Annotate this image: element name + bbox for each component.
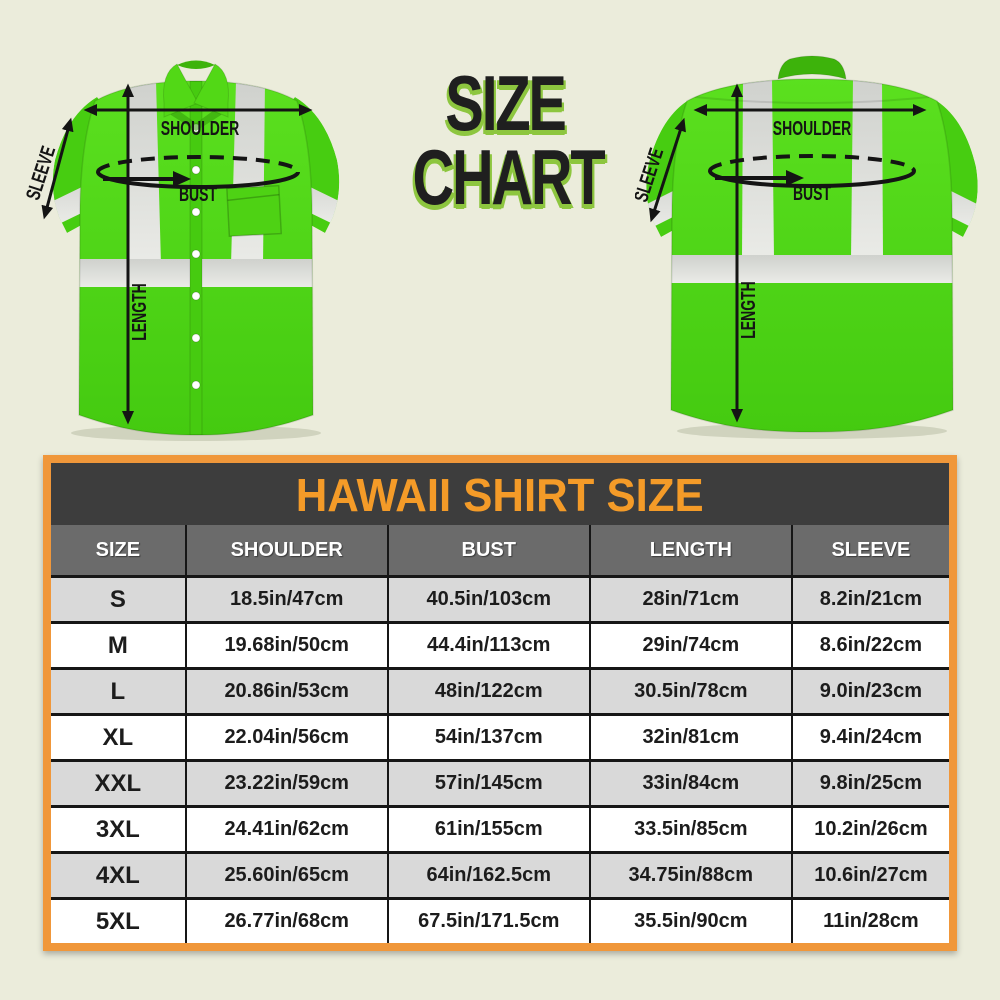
measure-cell: 8.6in/22cm (790, 621, 949, 669)
table-title: HAWAII SHIRT SIZE (51, 463, 949, 525)
size-cell: 3XL (51, 805, 186, 853)
back-body-outline (670, 78, 954, 433)
measure-cell: 10.6in/27cm (790, 851, 949, 899)
measure-cell: 11in/28cm (790, 897, 949, 943)
measure-cell: 26.77in/68cm (184, 897, 388, 943)
measure-cell: 33.5in/85cm (588, 805, 792, 853)
front-body-outline (78, 80, 314, 436)
measure-cell: 32in/81cm (588, 713, 792, 761)
measure-cell: 10.2in/26cm (790, 805, 949, 853)
shoulder-label: SHOULDER (161, 116, 240, 139)
sleeve-arrow (649, 117, 686, 223)
size-cell: L (51, 667, 186, 715)
col-header-length: LENGTH (588, 525, 792, 577)
measure-cell: 19.68in/50cm (184, 621, 388, 669)
col-header-bust: BUST (386, 525, 590, 577)
measure-cell: 54in/137cm (386, 713, 590, 761)
table-row: 4XL 25.60in/65cm 64in/162.5cm 34.75in/88cm 1… (51, 851, 949, 899)
bust-ellipse-dashed (708, 154, 916, 172)
measure-cell: 48in/122cm (386, 667, 590, 715)
length-label: LENGTH (127, 283, 150, 341)
back-yoke-seam (694, 96, 930, 104)
measure-cell: 61in/155cm (386, 805, 590, 853)
table-row: 5XL 26.77in/68cm 67.5in/171.5cm 35.5in/90cm… (51, 897, 949, 943)
back-collar (777, 55, 847, 80)
size-table: SIZE SHOULDER BUST LENGTH SLEEVE S 18.5in… (51, 525, 949, 943)
back-shirt-body (671, 79, 953, 432)
svg-text:SHOULDER: SHOULDER (773, 116, 852, 139)
col-header-size: SIZE (51, 525, 186, 577)
size-table-body: S 18.5in/47cm 40.5in/103cm 28in/71cm 8.2in/2… (51, 575, 949, 943)
header-row: SIZE SHOULDER BUST LENGTH SLEEVE (51, 525, 949, 577)
size-cell: XXL (51, 759, 186, 807)
page-title-line1: SIZE (445, 59, 567, 147)
col-header-shoulder: SHOULDER (184, 525, 388, 577)
back-reflective-stripes (671, 79, 953, 283)
back-annotations (649, 83, 927, 423)
size-cell: S (51, 575, 186, 623)
front-annotations (41, 83, 313, 425)
table-row: XXL 23.22in/59cm 57in/145cm 33in/84cm 9.8in/… (51, 759, 949, 807)
svg-text:LENGTH: LENGTH (736, 281, 759, 339)
measure-cell: 29in/74cm (588, 621, 792, 669)
measure-cell: 35.5in/90cm (588, 897, 792, 943)
measure-cell: 57in/145cm (386, 759, 590, 807)
col-header-sleeve: SLEEVE (790, 525, 949, 577)
table-row: L 20.86in/53cm 48in/122cm 30.5in/78cm 9.0in/… (51, 667, 949, 715)
page-title-line2: CHART (412, 133, 606, 222)
shoulder-label: SHOULDER (773, 116, 852, 139)
measure-cell: 30.5in/78cm (588, 667, 792, 715)
measure-cell: 64in/162.5cm (386, 851, 590, 899)
measure-cell: 18.5in/47cm (184, 575, 388, 623)
measure-cell: 34.75in/88cm (588, 851, 792, 899)
measure-cell: 67.5in/171.5cm (386, 897, 590, 943)
sleeve-arrow (41, 117, 74, 220)
table-row: M 19.68in/50cm 44.4in/113cm 29in/74cm 8.6in/… (51, 621, 949, 669)
measure-cell: 8.2in/21cm (790, 575, 949, 623)
svg-text:BUST: BUST (179, 182, 217, 205)
back-shirt-illustration: SHOULDER BUST LENGTH SLEEVE (635, 55, 978, 439)
length-label: LENGTH (736, 281, 759, 339)
measure-cell: 24.41in/62cm (184, 805, 388, 853)
table-row: 3XL 24.41in/62cm 61in/155cm 33.5in/85cm 10.2… (51, 805, 949, 853)
bust-ellipse-dashed (96, 155, 300, 173)
measure-cell: 20.86in/53cm (184, 667, 388, 715)
measure-cell: 33in/84cm (588, 759, 792, 807)
hero-section: SHOULDER BUST LENGTH SLEEVE SIZE CHART (0, 0, 1000, 455)
size-cell: 4XL (51, 851, 186, 899)
measure-cell: 28in/71cm (588, 575, 792, 623)
front-collar (163, 60, 229, 131)
table-row: S 18.5in/47cm 40.5in/103cm 28in/71cm 8.2in/2… (51, 575, 949, 623)
front-shirt-body (79, 81, 313, 435)
size-table-panel: HAWAII SHIRT SIZE SIZE SHOULDER BUST LEN… (43, 455, 957, 951)
measure-cell: 23.22in/59cm (184, 759, 388, 807)
measure-cell: 9.4in/24cm (790, 713, 949, 761)
size-cell: 5XL (51, 897, 186, 943)
table-row: XL 22.04in/56cm 54in/137cm 32in/81cm 9.4in/2… (51, 713, 949, 761)
measure-cell: 25.60in/65cm (184, 851, 388, 899)
page-title: SIZE CHART (412, 59, 606, 222)
chest-pocket (226, 184, 283, 238)
measure-cell: 9.8in/25cm (790, 759, 949, 807)
svg-text:SHOULDER: SHOULDER (161, 116, 240, 139)
measure-cell: 44.4in/113cm (386, 621, 590, 669)
table-title-text: HAWAII SHIRT SIZE (296, 469, 704, 521)
measure-cell: 40.5in/103cm (386, 575, 590, 623)
size-cell: M (51, 621, 186, 669)
front-shirt-illustration: SHOULDER BUST LENGTH SLEEVE (21, 60, 340, 441)
size-cell: XL (51, 713, 186, 761)
measure-cell: 22.04in/56cm (184, 713, 388, 761)
bust-label: BUST (179, 182, 217, 205)
svg-text:BUST: BUST (793, 181, 831, 204)
svg-text:LENGTH: LENGTH (127, 283, 150, 341)
bust-label: BUST (793, 181, 831, 204)
measure-cell: 9.0in/23cm (790, 667, 949, 715)
